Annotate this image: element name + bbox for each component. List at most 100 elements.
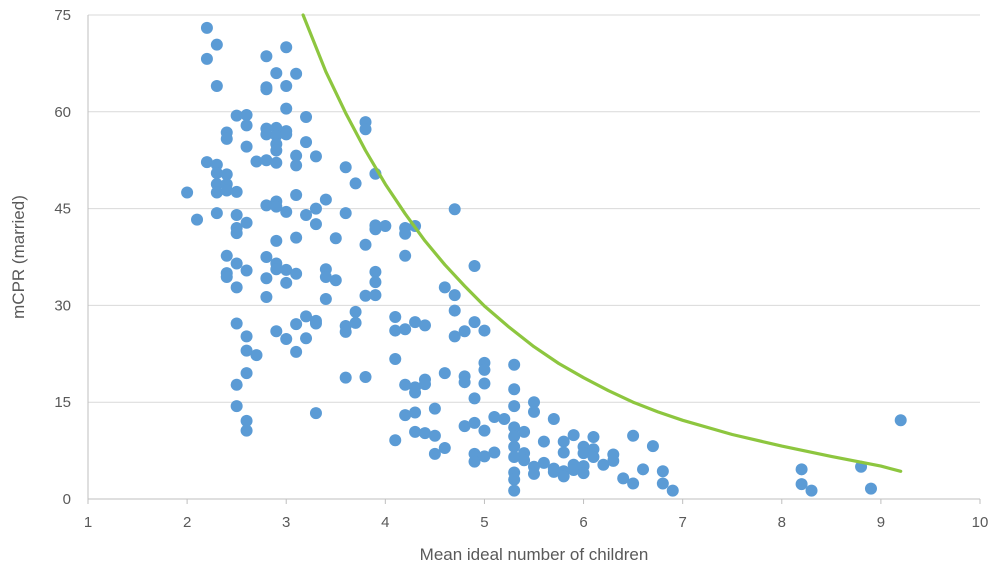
data-point: [518, 425, 531, 438]
data-point: [220, 271, 233, 284]
data-point: [240, 344, 253, 357]
data-point: [280, 205, 293, 218]
data-point: [230, 317, 243, 330]
data-point: [428, 429, 441, 442]
data-point: [280, 79, 293, 92]
data-point: [488, 411, 501, 424]
data-point: [270, 156, 283, 169]
data-point: [468, 416, 481, 429]
data-point: [319, 193, 332, 206]
data-point: [646, 440, 659, 453]
data-point: [637, 463, 650, 476]
data-point: [230, 400, 243, 413]
data-point: [260, 251, 273, 263]
data-point: [230, 281, 243, 294]
data-point: [478, 377, 491, 390]
trendline-group: [301, 13, 903, 473]
y-tick-label: 15: [54, 394, 71, 411]
data-point: [260, 50, 273, 63]
data-point: [230, 109, 243, 122]
data-point: [627, 477, 640, 490]
data-point: [508, 383, 521, 396]
data-point: [399, 323, 412, 336]
data-point: [240, 216, 253, 229]
data-point: [508, 421, 521, 434]
data-point: [280, 263, 293, 276]
data-point: [270, 263, 283, 276]
data-point: [528, 405, 540, 418]
data-point: [270, 325, 283, 338]
data-point: [508, 473, 521, 486]
data-point: [250, 349, 263, 362]
data-point: [359, 371, 372, 384]
data-point: [478, 324, 491, 337]
data-point: [270, 234, 283, 247]
data-point: [280, 41, 293, 54]
y-tick-label: 75: [54, 7, 71, 24]
data-point: [537, 456, 550, 469]
data-point: [230, 227, 243, 240]
x-tick-label: 10: [972, 514, 989, 531]
data-point: [795, 463, 808, 476]
data-point: [389, 311, 402, 324]
data-point: [220, 168, 233, 181]
data-point: [339, 207, 352, 220]
data-point: [359, 123, 372, 136]
data-point: [428, 447, 441, 460]
data-point: [409, 425, 422, 438]
data-point: [250, 155, 263, 168]
data-point: [399, 378, 412, 391]
data-point: [240, 367, 253, 380]
x-tick-label: 7: [678, 514, 686, 531]
data-point: [270, 200, 283, 213]
data-point: [418, 378, 431, 391]
data-points: [181, 21, 907, 497]
data-point: [418, 319, 431, 332]
data-point: [300, 310, 313, 323]
data-point: [418, 427, 431, 440]
data-point: [280, 102, 293, 115]
data-point: [300, 209, 313, 222]
x-tick-label: 6: [579, 514, 587, 531]
data-point: [300, 332, 313, 345]
data-point: [300, 110, 313, 123]
data-point: [587, 451, 600, 464]
data-point: [557, 446, 570, 459]
data-point: [409, 386, 422, 399]
x-axis-title: Mean ideal number of children: [420, 545, 649, 564]
data-point: [240, 119, 253, 132]
data-point: [339, 371, 352, 384]
data-point: [220, 184, 233, 197]
data-point: [409, 316, 422, 329]
data-point: [280, 276, 293, 289]
data-point: [508, 484, 521, 497]
data-point: [270, 67, 283, 80]
data-point: [240, 424, 253, 437]
data-point: [656, 465, 669, 478]
x-tick-labels: 1 2 3 4 5 6 7 8 9 10: [84, 514, 989, 531]
data-point: [280, 332, 293, 345]
x-tick-label: 4: [381, 514, 389, 531]
data-point: [290, 189, 303, 202]
data-point: [577, 467, 590, 480]
data-point: [409, 406, 422, 419]
data-point: [260, 83, 273, 96]
data-point: [260, 291, 273, 304]
data-point: [319, 292, 332, 305]
data-point: [290, 149, 303, 162]
data-point: [399, 249, 412, 262]
data-point: [557, 435, 570, 448]
data-point: [349, 177, 362, 190]
data-point: [230, 257, 243, 270]
data-point: [448, 304, 461, 317]
x-tick-label: 2: [183, 514, 191, 531]
data-point: [399, 409, 412, 422]
data-point: [210, 158, 223, 171]
data-point: [260, 199, 273, 212]
data-point: [200, 21, 213, 34]
data-point: [468, 455, 481, 468]
trendline: [301, 13, 903, 473]
data-point: [240, 414, 253, 427]
data-point: [200, 52, 213, 65]
data-point: [290, 67, 303, 80]
